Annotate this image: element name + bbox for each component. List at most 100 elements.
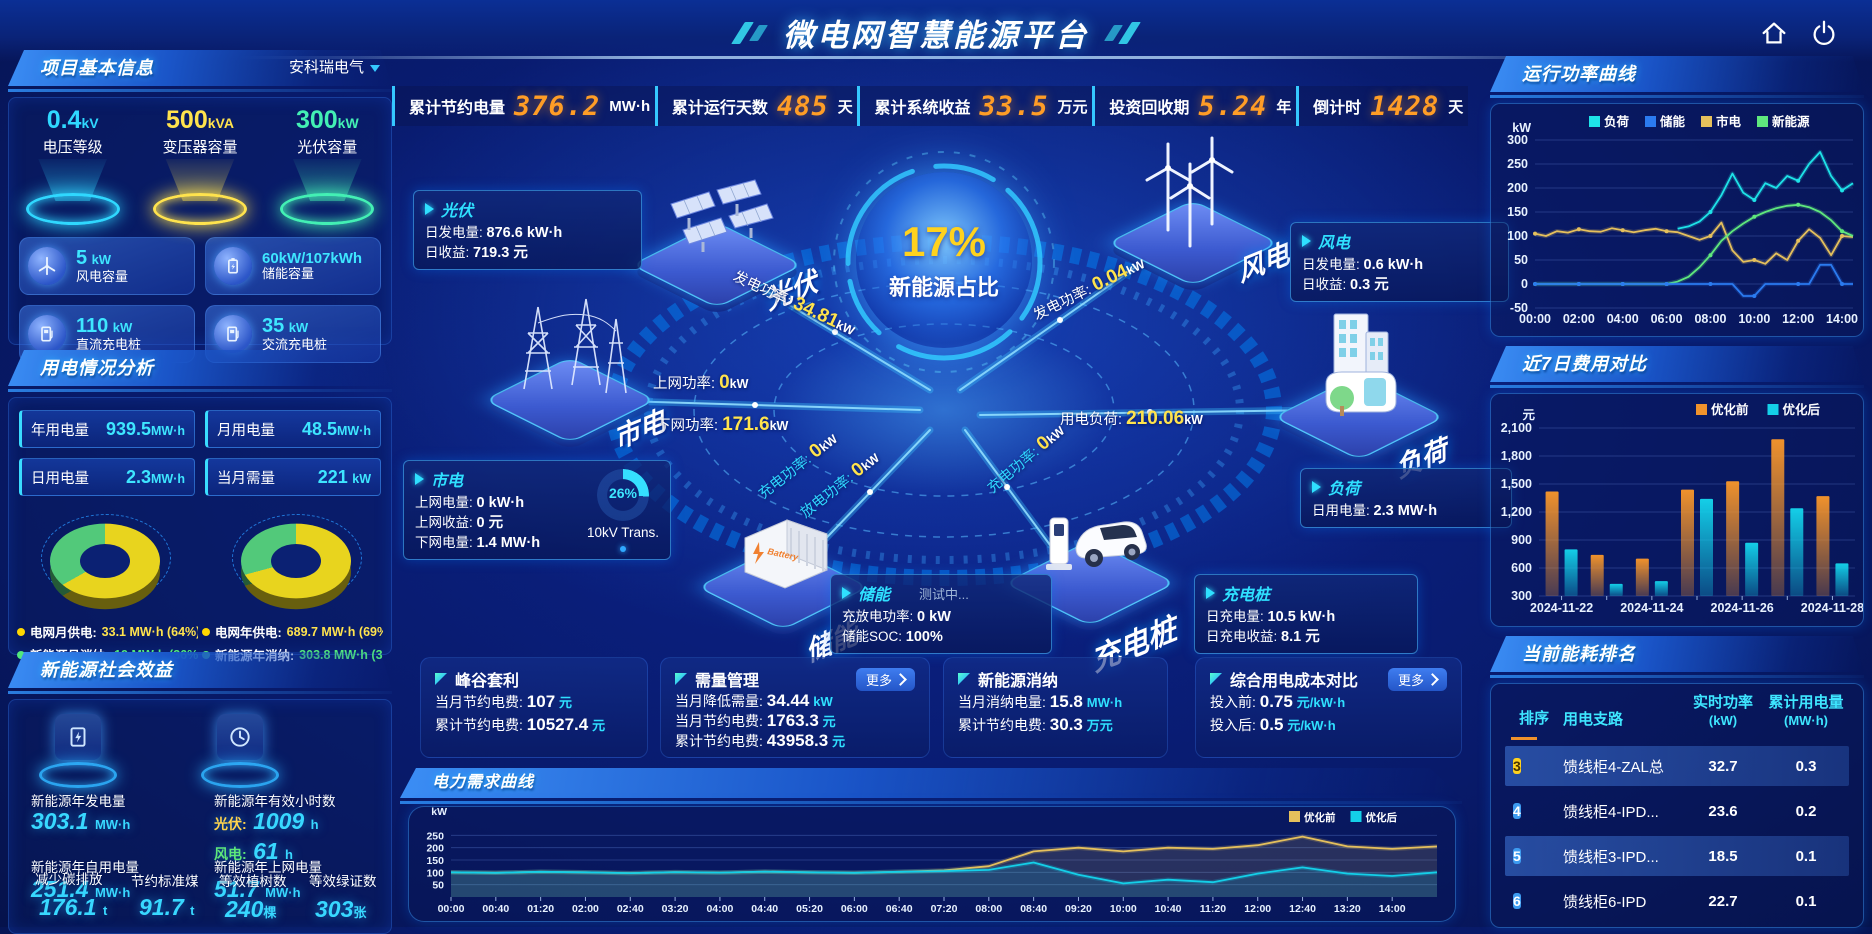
glow-ring (25, 193, 120, 225)
glow-ring (280, 193, 375, 225)
rank-badge: 3 (1513, 757, 1521, 774)
table-row[interactable]: 3 馈线柜4-ZAL总 32.7 0.3 (1505, 746, 1849, 786)
panel-title: 项目基本信息 (40, 58, 154, 78)
svg-text:200: 200 (426, 843, 444, 855)
svg-text:优化前: 优化前 (1711, 402, 1749, 417)
building-icon (1325, 313, 1397, 416)
svg-text:04:00: 04:00 (1607, 312, 1639, 326)
card-storage-info: 储能 测试中... 充放电功率: 0 kW 储能SOC: 100% (830, 574, 1052, 654)
flow-charger-charge: 充电功率: 0kW (984, 423, 1068, 497)
wind-turbines-icon (1145, 136, 1234, 248)
svg-text:1,800: 1,800 (1501, 449, 1532, 463)
svg-text:08:40: 08:40 (1020, 903, 1047, 915)
power-icon (1813, 20, 1835, 46)
demand-more-button[interactable]: 更多 (855, 667, 915, 691)
flow-storage-charge: 充电功率: 0kW (755, 431, 841, 503)
supply-donuts (9, 502, 391, 614)
svg-text:1,500: 1,500 (1501, 477, 1532, 491)
svg-text:12:00: 12:00 (1244, 903, 1271, 915)
svg-text:11:20: 11:20 (1200, 903, 1226, 915)
legend-dot-icon (17, 650, 25, 659)
card-charger-info: 充电桩 日充电量: 10.5 kW·h 日充电收益: 8.1 元 (1194, 574, 1418, 654)
svg-text:储能: 储能 (1659, 114, 1686, 129)
transformer-gauge: 26% 10kV Trans. (587, 467, 659, 553)
light-cone (165, 159, 235, 201)
battery-container-icon: Battery (744, 519, 828, 589)
cost-more-button[interactable]: 更多 (1387, 667, 1447, 691)
donut-chart-year (240, 523, 351, 599)
transmission-towers-icon (523, 298, 627, 394)
company-dropdown-value: 安科瑞电气 (288, 59, 364, 76)
month-supply-donut (35, 502, 175, 614)
home-button[interactable] (1756, 15, 1792, 51)
island-wind: 风电 (1106, 136, 1292, 308)
table-row[interactable]: 5 馈线柜3-IPD... 18.5 0.1 (1505, 836, 1849, 876)
card-wind-info: 风电 日发电量: 0.6 kW·h 日收益: 0.3 元 (1290, 222, 1509, 302)
svg-text:12:40: 12:40 (1289, 903, 1316, 915)
svg-text:00:00: 00:00 (1519, 312, 1551, 326)
svg-text:kW: kW (1512, 121, 1531, 135)
ranking-table-header: 排序 用电支路 实时功率 (kW) 累计用电量 (MW·h) (1518, 694, 1844, 728)
island-wind-label: 风电 (1234, 238, 1293, 288)
coal-value: 91.7 t (139, 894, 195, 920)
charger-icon (28, 315, 66, 353)
legend-dot-icon (17, 627, 25, 636)
svg-text:900: 900 (1511, 533, 1532, 547)
svg-text:06:00: 06:00 (841, 903, 868, 915)
svg-text:300: 300 (1507, 133, 1528, 147)
svg-text:05:20: 05:20 (796, 903, 823, 915)
cost7-chart: 2,100 1,800 1,500 1,200 900 600 300 元 2024-11-22… (1501, 402, 1864, 615)
renewable-share-value: 17% (901, 218, 987, 265)
svg-text:市电: 市电 (1716, 114, 1742, 129)
card-corner-icon (675, 673, 687, 685)
svg-text:2024-11-26: 2024-11-26 (1711, 601, 1774, 615)
play-icon (425, 203, 434, 215)
svg-text:100: 100 (1507, 229, 1528, 243)
cost7-chart-box: 2,100 1,800 1,500 1,200 900 600 300 元 2024-11-22… (1490, 393, 1864, 627)
svg-text:06:00: 06:00 (1651, 312, 1683, 326)
panel-usage-header: 用电情况分析 (8, 350, 392, 386)
rank-badge: 4 (1513, 802, 1521, 819)
panel-energy-ranking: 当前能耗排名 排序 用电支路 实时功率 (kW) 累计用电量 (MW·h) 3 馈线… (1490, 636, 1864, 928)
power-button[interactable] (1806, 15, 1842, 51)
card-cost-compare: 综合用电成本对比 更多 投入前: 0.75 元/kW·h 投入后: 0.5 元/… (1195, 657, 1462, 758)
cert-value: 303张 (315, 896, 367, 922)
company-dropdown[interactable]: 安科瑞电气 (289, 50, 380, 86)
svg-text:250: 250 (426, 830, 444, 842)
svg-text:04:40: 04:40 (751, 903, 778, 915)
run-power-chart: 300 250 200 150 100 50 0 -50 kW 00:00 02:00 04:00 06… (1507, 114, 1858, 326)
flow-grid-up: 上网功率: 0kW (653, 372, 749, 393)
svg-text:08:00: 08:00 (1694, 312, 1726, 326)
card-corner-icon (958, 673, 970, 685)
panel-ranking-header: 当前能耗排名 (1490, 636, 1864, 672)
panel-title: 用电情况分析 (40, 358, 154, 378)
svg-text:300: 300 (1511, 589, 1532, 603)
svg-text:03:20: 03:20 (662, 903, 689, 915)
chevron-down-icon (370, 64, 380, 72)
svg-text:优化后: 优化后 (1783, 402, 1821, 417)
rank-badge: 6 (1513, 892, 1521, 909)
pedestal-transformer: 500kVA 变压器容量 (140, 106, 260, 225)
table-row[interactable]: 4 馈线柜4-IPD... 23.6 0.2 (1513, 802, 1817, 821)
panel-demand-header: 电力需求曲线 (400, 768, 1462, 798)
stat-day-usage: 日用电量 2.3MW·h (19, 458, 195, 496)
svg-text:14:00: 14:00 (1379, 903, 1406, 915)
card-pv-info: 光伏 日发电量: 876.6 kW·h 日收益: 719.3 元 (413, 190, 642, 270)
legend-item: 电网月供电: 33.1 MW·h (64%) (17, 622, 198, 641)
to-grid-label: 新能源年上网电量 (214, 860, 322, 875)
co2-value: 176.1 t (39, 894, 108, 920)
kpi-run-days: 累计运行天数 485 天 (654, 86, 858, 126)
svg-text:12:00: 12:00 (1782, 312, 1814, 326)
ranking-table: 排序 用电支路 实时功率 (kW) 累计用电量 (MW·h) 3 馈线柜4-ZAL总… (1491, 684, 1863, 921)
flow-pv-generation: 发电功率: 34.81kW (730, 268, 857, 339)
table-row[interactable]: 6 馈线柜6-IPD 22.7 0.1 (1513, 892, 1817, 911)
charger-icon (214, 315, 252, 353)
battery-icon (214, 247, 252, 285)
svg-text:-50: -50 (1510, 301, 1528, 315)
gen-label: 新能源年发电量 (31, 794, 126, 809)
play-icon (842, 587, 851, 599)
donut-chart-month (49, 523, 160, 599)
ranking-table-box: 排序 用电支路 实时功率 (kW) 累计用电量 (MW·h) 3 馈线柜4-ZAL总… (1490, 683, 1864, 928)
to-grid-value: 51.7 MW·h (214, 876, 301, 902)
